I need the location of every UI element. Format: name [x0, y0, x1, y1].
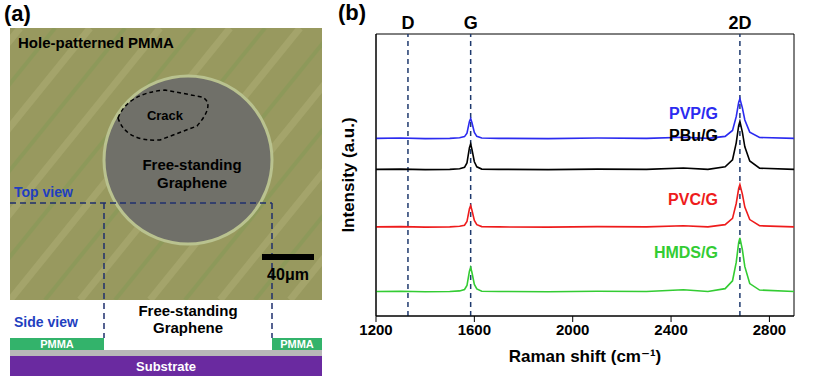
svg-text:HMDS/G: HMDS/G [654, 244, 718, 261]
svg-text:1600: 1600 [458, 321, 491, 338]
html-text:(b): (b) [338, 0, 367, 25]
svg-text:2400: 2400 [654, 321, 687, 338]
svg-text:Raman shift (cm⁻¹): Raman shift (cm⁻¹) [509, 347, 662, 366]
svg-text:PMMA: PMMA [40, 338, 74, 350]
svg-text:Graphene: Graphene [153, 319, 223, 336]
svg-text:(a): (a) [4, 1, 31, 26]
svg-text:Crack: Crack [147, 108, 184, 123]
svg-text:G: G [464, 13, 478, 33]
svg-text:D: D [401, 13, 414, 33]
svg-text:Hole-patterned PMMA: Hole-patterned PMMA [18, 34, 174, 51]
svg-text:2800: 2800 [753, 321, 786, 338]
svg-text:PBu/G: PBu/G [669, 127, 718, 144]
svg-text:Top view: Top view [14, 184, 73, 200]
svg-text:PMMA: PMMA [280, 338, 314, 350]
svg-text:Free-standing: Free-standing [138, 302, 237, 319]
svg-text:Substrate: Substrate [136, 359, 196, 374]
svg-text:2D: 2D [728, 13, 751, 33]
svg-text:Intensity (a.u.): Intensity (a.u.) [339, 117, 358, 232]
svg-text:1200: 1200 [359, 321, 392, 338]
svg-text:40μm: 40μm [267, 266, 309, 283]
svg-text:PVC/G: PVC/G [668, 191, 718, 208]
svg-text:Graphene: Graphene [157, 174, 227, 191]
svg-text:Side view: Side view [14, 314, 78, 330]
svg-text:2000: 2000 [556, 321, 589, 338]
svg-text:Free-standing: Free-standing [142, 156, 241, 173]
svg-text:PVP/G: PVP/G [669, 105, 718, 122]
